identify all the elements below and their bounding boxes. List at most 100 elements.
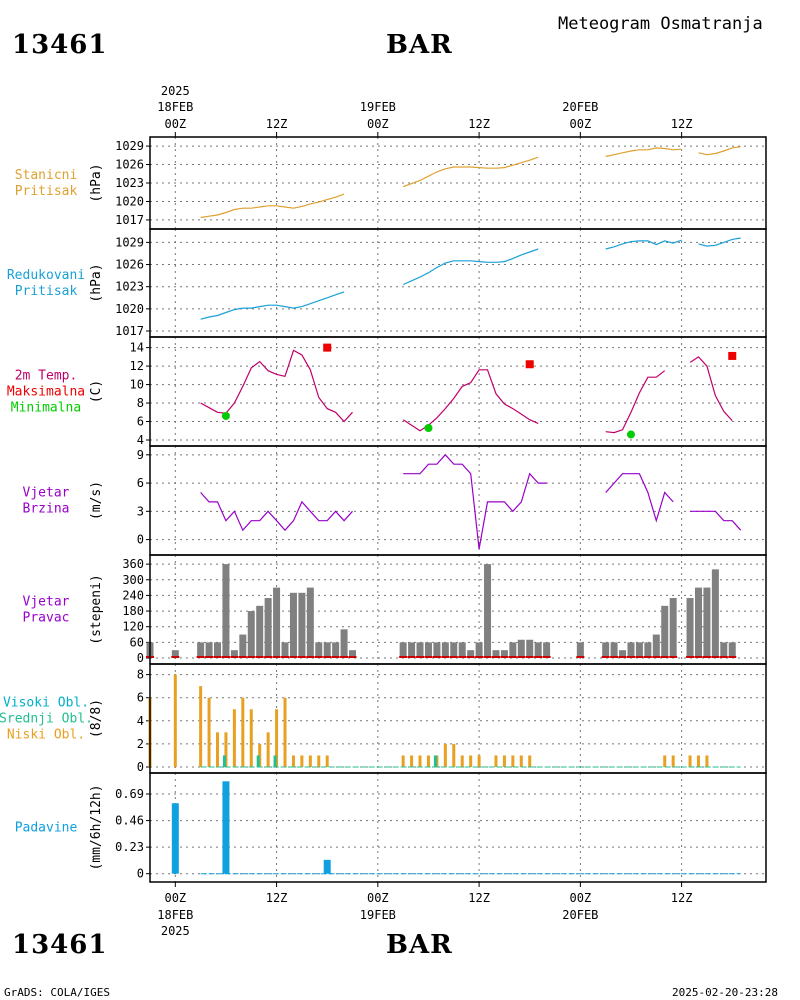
min-temp-marker [221, 411, 230, 420]
data-bar [688, 755, 692, 767]
bottom-time-tick-label: 00Z [367, 891, 389, 905]
data-bar [408, 642, 416, 658]
data-bar [543, 642, 551, 658]
data-bar [205, 642, 213, 658]
top-day-label: 2025 [161, 84, 190, 98]
y-tick-label: 9 [137, 448, 144, 462]
data-bar [256, 755, 260, 767]
data-bar [694, 587, 702, 658]
max-temp-marker [323, 343, 332, 352]
top-time-tick-label: 12Z [671, 117, 693, 131]
data-bar [433, 642, 441, 658]
data-bar [273, 587, 281, 658]
data-bar [308, 755, 312, 767]
data-bar [323, 642, 331, 658]
series-line [690, 510, 742, 531]
data-bar [171, 650, 179, 658]
series-line [402, 156, 539, 188]
data-bar [467, 650, 475, 658]
y-tick-label: 12 [130, 359, 144, 373]
data-bar [275, 709, 279, 767]
station-id-bottom: 13461 [12, 930, 108, 960]
data-bar [652, 634, 660, 658]
y-tick-label: 0 [137, 867, 144, 881]
data-bar [232, 709, 236, 767]
data-bar [460, 755, 464, 767]
data-bar [424, 642, 432, 658]
y-tick-label: 1017 [115, 213, 144, 227]
bottom-day-label: 2025 [161, 924, 190, 938]
panel-label: Niski Obl. [7, 728, 85, 743]
data-bar [469, 755, 473, 767]
y-tick-label: 180 [122, 604, 144, 618]
data-bar [477, 755, 481, 767]
data-bar [711, 569, 719, 658]
footer-timestamp: 2025-02-20-23:28 [672, 986, 778, 999]
data-bar [720, 642, 728, 658]
data-bar [401, 755, 405, 767]
data-bar [241, 697, 245, 767]
data-bar [349, 650, 357, 658]
data-bar [224, 732, 228, 767]
data-bar [199, 686, 203, 767]
y-tick-label: 4 [137, 433, 144, 447]
y-tick-label: 1026 [115, 158, 144, 172]
panel-label: Pravac [23, 611, 70, 626]
data-bar [340, 629, 348, 658]
y-axis-unit: (hPa) [89, 263, 104, 302]
y-tick-label: 60 [130, 635, 144, 649]
y-tick-label: 6 [137, 415, 144, 429]
y-axis-unit: (hPa) [89, 163, 104, 202]
panel-label: Visoki Obl. [3, 696, 89, 711]
data-bar [696, 755, 700, 767]
data-bar [500, 650, 508, 658]
max-temp-marker [525, 360, 534, 369]
y-tick-label: 6 [137, 476, 144, 490]
data-bar [256, 605, 264, 658]
data-bar [433, 755, 437, 767]
data-bar [635, 642, 643, 658]
data-bar [619, 650, 627, 658]
data-bar [484, 564, 492, 658]
y-tick-label: 1026 [115, 258, 144, 272]
series-line [200, 492, 353, 532]
series-line [200, 291, 345, 320]
data-bar [230, 650, 238, 658]
y-tick-label: 6 [137, 691, 144, 705]
y-tick-label: 0 [137, 533, 144, 547]
panel-frame [149, 228, 767, 338]
y-axis-unit: (C) [89, 380, 104, 403]
y-tick-label: 0 [137, 760, 144, 774]
data-bar [332, 642, 340, 658]
series-line [698, 146, 741, 156]
series-line [689, 356, 733, 422]
data-bar [644, 642, 652, 658]
data-bar [173, 674, 177, 767]
data-bar [239, 634, 247, 658]
data-bar [418, 755, 422, 767]
max-temp-marker [728, 351, 737, 360]
data-bar [214, 642, 222, 658]
bottom-time-tick-label: 12Z [671, 891, 693, 905]
top-time-tick-label: 00Z [367, 117, 389, 131]
y-axis-unit: (mm/6h/12h) [89, 784, 104, 870]
data-bar [399, 642, 407, 658]
bottom-time-tick-label: 12Z [468, 891, 490, 905]
top-time-tick-label: 12Z [266, 117, 288, 131]
data-bar [325, 755, 329, 767]
y-tick-label: 2 [137, 737, 144, 751]
series-line [605, 473, 674, 523]
data-bar [222, 781, 230, 874]
min-temp-marker [424, 423, 433, 432]
station-id-top: 13461 [12, 30, 108, 60]
panel-label: Srednji Obl. [0, 712, 93, 727]
data-bar [671, 755, 675, 767]
series-line [605, 147, 682, 158]
data-bar [216, 732, 220, 767]
data-bar [517, 639, 525, 658]
panel-label: Pritisak [15, 184, 78, 199]
data-bar [323, 859, 331, 874]
data-bar [222, 564, 230, 658]
y-tick-label: 8 [137, 668, 144, 682]
data-bar [602, 642, 610, 658]
